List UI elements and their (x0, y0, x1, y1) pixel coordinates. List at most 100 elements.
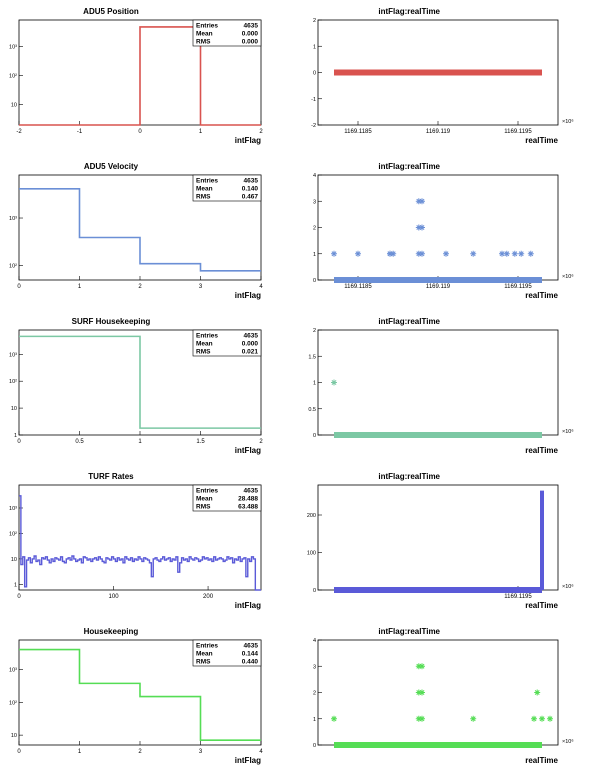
x-axis-label: realTime (525, 601, 558, 610)
stats-box (192, 639, 262, 667)
x-tick-label: 2 (259, 129, 263, 135)
scatter-point (470, 250, 477, 257)
scatter-band (334, 587, 542, 593)
y-tick-label: 3 (313, 664, 316, 670)
panel-title: intFlag:realTime (378, 162, 440, 171)
y-tick-label: 1 (313, 717, 316, 723)
y-tick-label: 2 (313, 18, 316, 24)
y-tick-label: 1.5 (308, 354, 316, 360)
y-tick-label: 10² (9, 264, 17, 270)
x-tick-label: 0.5 (75, 439, 84, 445)
stats-entries-label: Entries (196, 333, 218, 340)
y-tick-label: 10 (11, 103, 17, 109)
x-axis-label: realTime (525, 136, 558, 145)
x-tick-label: 200 (203, 594, 214, 600)
scatter-point (331, 379, 337, 386)
histogram-line (19, 495, 261, 591)
stats-mean-label: Mean (196, 31, 213, 38)
x-tick-label: 1169.1195 (504, 594, 532, 600)
histogram-panel-4: TURF Rates 0 100 200 1 10 10² 10³ intFlag Entries… (9, 472, 262, 610)
stats-mean-value: 28.488 (238, 496, 258, 503)
scatter-band (334, 742, 542, 748)
stats-mean-value: 0.144 (242, 651, 259, 658)
y-tick-label: 1 (313, 252, 316, 258)
x-tick-label: 2 (259, 439, 263, 445)
scatter-point (415, 689, 422, 696)
panel-title: SURF Housekeeping (72, 317, 151, 326)
scatter-band (334, 277, 542, 283)
histogram-line (19, 648, 261, 742)
scatter-point (534, 689, 541, 696)
y-tick-label: 0 (313, 588, 316, 594)
stats-entries-value: 4635 (244, 643, 259, 650)
x-tick-label: 2 (138, 749, 142, 755)
panel-title: TURF Rates (88, 472, 134, 481)
stats-entries-label: Entries (196, 488, 218, 495)
scatter-point (387, 250, 393, 257)
stats-rms-label: RMS (196, 194, 211, 201)
y-tick-label: 0 (313, 71, 316, 77)
y-tick-label: 10³ (9, 216, 17, 222)
x-axis-label: realTime (525, 756, 558, 765)
x-tick-label: 0 (17, 749, 21, 755)
scatter-point (443, 250, 449, 257)
y-tick-label: 200 (307, 513, 316, 519)
stats-box (192, 484, 262, 512)
stats-rms-value: 63.488 (238, 504, 258, 511)
histogram-panel-5: Housekeeping 0 1 2 3 4 10 10² 10³ intFlag Entries 4… (9, 627, 263, 765)
x-tick-label: 0 (138, 129, 142, 135)
scatter-point (419, 224, 425, 231)
panel-title: intFlag:realTime (378, 317, 440, 326)
y-tick-label: 10 (11, 557, 17, 563)
scatter-panel-3: intFlag:realTime 0 0.5 1 1.5 2 ×10⁶ realTime (308, 317, 573, 455)
scatter-point (415, 715, 422, 722)
stats-rms-value: 0.440 (242, 659, 259, 666)
y-tick-label: 10² (9, 700, 17, 706)
scatter-point (527, 250, 534, 257)
stats-box (192, 174, 262, 202)
stats-entries-value: 4635 (244, 23, 259, 30)
x-tick-label: 2 (138, 284, 142, 290)
scatter-spike (540, 490, 544, 590)
stats-rms-label: RMS (196, 504, 211, 511)
x-tick-label: 1169.119 (426, 129, 451, 135)
x-tick-label: 1169.1185 (344, 284, 372, 290)
panel-title: ADU5 Position (83, 7, 139, 16)
y-tick-label: 10³ (9, 352, 17, 358)
y-tick-label: 0 (313, 743, 316, 749)
histogram-line (19, 335, 261, 429)
x-exponent-label: ×10⁶ (562, 738, 574, 745)
stats-mean-value: 0.000 (242, 31, 259, 38)
y-tick-label: 10 (11, 406, 17, 412)
x-tick-label: 4 (259, 749, 263, 755)
panel-title: intFlag:realTime (378, 7, 440, 16)
plot-frame (317, 639, 559, 746)
y-tick-label: 100 (307, 551, 316, 557)
scatter-panel-4: intFlag:realTime 0 100 200 1169.1195 ×10⁶ real… (307, 472, 574, 610)
x-axis-label: intFlag (235, 291, 261, 300)
stats-mean-value: 0.140 (242, 186, 259, 193)
stats-entries-value: 4635 (244, 333, 259, 340)
y-tick-label: 4 (313, 638, 316, 644)
scatter-point (331, 250, 337, 257)
x-tick-label: 1169.1195 (504, 284, 532, 290)
x-tick-label: 1 (199, 129, 203, 135)
x-axis-label: intFlag (235, 601, 261, 610)
scatter-band (334, 69, 542, 76)
scatter-point (511, 250, 518, 257)
x-tick-label: 3 (199, 284, 203, 290)
x-tick-label: 0 (17, 284, 21, 290)
stats-entries-label: Entries (196, 23, 218, 30)
scatter-point (419, 250, 425, 257)
scatter-point (499, 250, 505, 257)
stats-mean-label: Mean (196, 341, 213, 348)
x-tick-label: -1 (77, 129, 83, 135)
x-axis-label: realTime (525, 446, 558, 455)
panel-title: Housekeeping (84, 627, 139, 636)
scatter-point (547, 715, 553, 722)
y-tick-label: 2 (313, 691, 316, 697)
y-tick-label: 1 (14, 582, 17, 588)
x-tick-label: 1169.1195 (504, 129, 532, 135)
x-axis-label: intFlag (235, 756, 261, 765)
